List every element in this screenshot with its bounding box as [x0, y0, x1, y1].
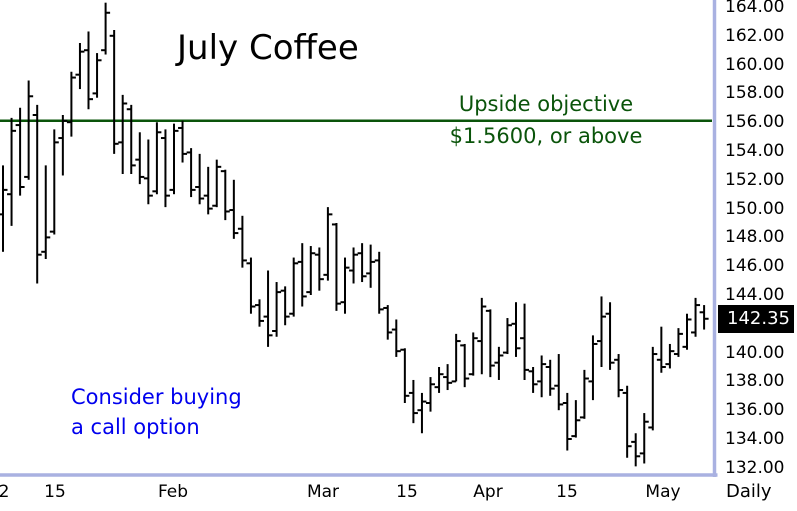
y-axis-label: 144.00 — [725, 285, 785, 305]
y-axis-label: 150.00 — [725, 198, 785, 219]
upside-objective-annotation: Upside objective $1.5600, or above — [430, 91, 662, 150]
chart-title: July Coffee — [177, 28, 359, 68]
y-axis-label: 154.00 — [725, 141, 785, 161]
y-axis-label: 156.00 — [725, 112, 785, 133]
x-axis-label: Mar — [306, 482, 340, 502]
call-option-line1: Consider buying — [71, 385, 242, 409]
y-axis-label: 134.00 — [725, 429, 785, 449]
y-axis-label: 140.00 — [725, 342, 785, 363]
call-option-annotation: Consider buying a call option — [71, 382, 242, 442]
x-axis-label: Feb — [157, 482, 189, 502]
x-axis-label: May — [645, 482, 681, 502]
y-axis-label: 152.00 — [725, 169, 785, 190]
x-axis-label: 15 — [556, 482, 578, 502]
call-option-line2: a call option — [71, 415, 200, 439]
y-axis-label: 146.00 — [725, 256, 785, 277]
y-axis-label: 160.00 — [725, 54, 785, 75]
upside-objective-line2: $1.5600, or above — [449, 124, 643, 148]
x-axis-label: Apr — [473, 482, 503, 502]
y-axis-label: 136.00 — [725, 400, 785, 421]
timeframe-label: Daily — [726, 481, 772, 502]
x-axis-label: 15 — [44, 482, 66, 502]
y-axis-label: 164.00 — [725, 0, 785, 17]
y-axis-label: 162.00 — [725, 25, 785, 46]
x-axis-label: 15 — [396, 482, 418, 502]
y-axis-label: 138.00 — [725, 371, 785, 392]
y-axis-label: 148.00 — [725, 227, 785, 248]
x-axis-label: 2 — [0, 482, 10, 502]
last-price-badge: 142.35 — [718, 305, 794, 333]
y-axis-label: 158.00 — [725, 83, 785, 104]
upside-objective-line1: Upside objective — [458, 92, 634, 116]
y-axis-label: 132.00 — [725, 457, 785, 478]
